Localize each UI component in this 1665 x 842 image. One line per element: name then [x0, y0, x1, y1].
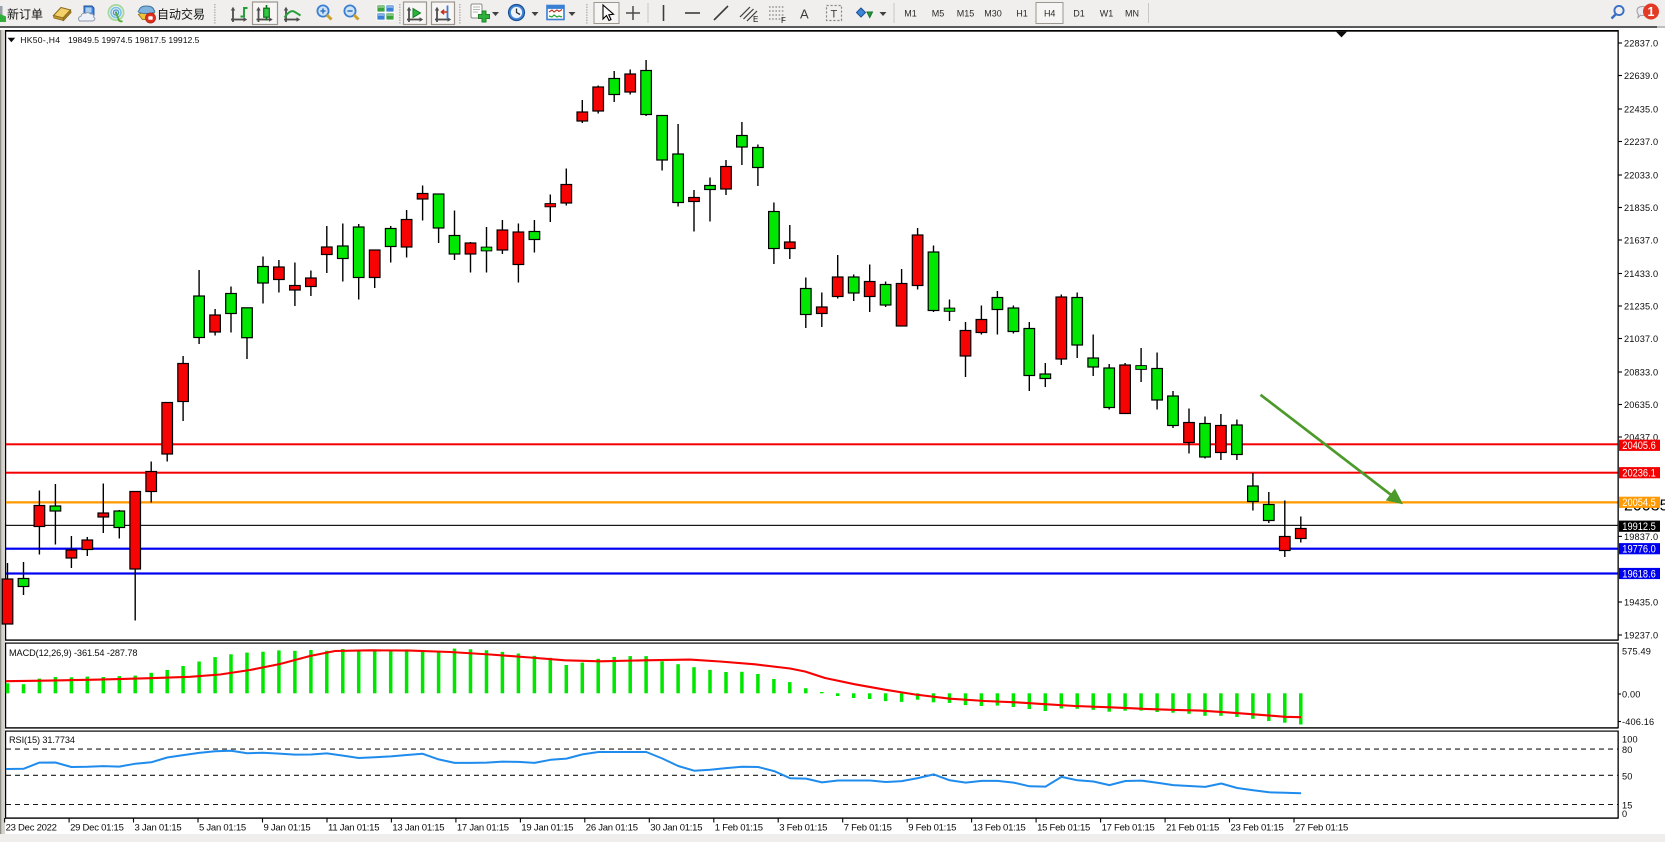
svg-text:23 Dec 2022: 23 Dec 2022 [6, 823, 57, 834]
svg-text:M15: M15 [957, 9, 975, 19]
svg-text:20833.0: 20833.0 [1624, 368, 1658, 378]
svg-text:29 Dec 01:15: 29 Dec 01:15 [70, 823, 124, 834]
svg-text:22639.0: 22639.0 [1624, 71, 1658, 81]
svg-text:1: 1 [1648, 5, 1655, 19]
svg-text:新订单: 新订单 [7, 7, 43, 22]
svg-text:20054.5: 20054.5 [1622, 497, 1656, 509]
svg-text:50: 50 [1622, 772, 1633, 782]
svg-text:13 Jan 01:15: 13 Jan 01:15 [392, 823, 444, 834]
svg-text:19912.5: 19912.5 [1622, 521, 1656, 533]
svg-text:MN: MN [1125, 9, 1139, 19]
svg-text:F: F [781, 16, 786, 25]
svg-text:A: A [800, 7, 809, 22]
svg-text:自动交易: 自动交易 [157, 7, 205, 22]
svg-text:21637.0: 21637.0 [1624, 236, 1658, 246]
svg-text:17 Feb 01:15: 17 Feb 01:15 [1102, 823, 1155, 834]
svg-text:20437.0: 20437.0 [1624, 433, 1658, 443]
svg-text:27 Feb 01:15: 27 Feb 01:15 [1295, 823, 1348, 834]
svg-text:21835.0: 21835.0 [1624, 203, 1658, 213]
svg-text:17 Jan 01:15: 17 Jan 01:15 [457, 823, 509, 834]
svg-text:9 Jan 01:15: 9 Jan 01:15 [264, 823, 311, 834]
svg-text:H4: H4 [1044, 9, 1056, 19]
svg-text:23 Feb 01:15: 23 Feb 01:15 [1231, 823, 1284, 834]
svg-text:M30: M30 [984, 9, 1002, 19]
svg-text:19435.0: 19435.0 [1624, 598, 1658, 608]
svg-text:MACD(12,26,9) -361.54 -287.78: MACD(12,26,9) -361.54 -287.78 [9, 648, 137, 658]
svg-text:3 Jan 01:15: 3 Jan 01:15 [135, 823, 182, 834]
svg-text:9 Feb 01:15: 9 Feb 01:15 [908, 823, 956, 834]
svg-text:21235.0: 21235.0 [1624, 302, 1658, 312]
svg-text:22033.0: 22033.0 [1624, 171, 1658, 181]
svg-text:30 Jan 01:15: 30 Jan 01:15 [650, 823, 702, 834]
svg-text:7 Feb 01:15: 7 Feb 01:15 [844, 823, 892, 834]
svg-text:20405.6: 20405.6 [1622, 440, 1656, 452]
svg-text:20236.1: 20236.1 [1622, 468, 1656, 480]
svg-text:19776.0: 19776.0 [1622, 544, 1656, 556]
svg-text:5 Jan 01:15: 5 Jan 01:15 [199, 823, 246, 834]
svg-text:0.00: 0.00 [1622, 690, 1640, 700]
svg-text:13 Feb 01:15: 13 Feb 01:15 [973, 823, 1026, 834]
svg-text:21 Feb 01:15: 21 Feb 01:15 [1166, 823, 1219, 834]
svg-text:11 Jan 01:15: 11 Jan 01:15 [328, 823, 379, 834]
svg-text:20635.0: 20635.0 [1624, 400, 1658, 410]
svg-text:22237.0: 22237.0 [1624, 137, 1658, 147]
svg-text:19837.0: 19837.0 [1624, 532, 1658, 542]
svg-text:0: 0 [1622, 809, 1627, 819]
svg-text:E: E [753, 15, 758, 24]
svg-text:RSI(15) 31.7734: RSI(15) 31.7734 [9, 735, 75, 745]
svg-text:M1: M1 [904, 9, 917, 19]
svg-text:19237.0: 19237.0 [1624, 631, 1658, 641]
svg-text:H1: H1 [1016, 9, 1028, 19]
svg-text:19849.5 19974.5 19817.5 19912.: 19849.5 19974.5 19817.5 19912.5 [68, 35, 200, 45]
svg-text:19 Jan 01:15: 19 Jan 01:15 [521, 823, 573, 834]
svg-text:15: 15 [1622, 801, 1633, 811]
svg-text:-406.16: -406.16 [1622, 717, 1654, 727]
svg-text:3 Feb 01:15: 3 Feb 01:15 [779, 823, 827, 834]
svg-text:22837.0: 22837.0 [1624, 39, 1658, 49]
svg-text:W1: W1 [1100, 9, 1114, 19]
svg-text:M5: M5 [932, 9, 945, 19]
svg-text:21037.0: 21037.0 [1624, 334, 1658, 344]
svg-text:100: 100 [1622, 735, 1638, 745]
svg-text:1 Feb 01:15: 1 Feb 01:15 [715, 823, 763, 834]
svg-text:22435.0: 22435.0 [1624, 105, 1658, 115]
svg-text:D1: D1 [1073, 9, 1085, 19]
svg-text:21433.0: 21433.0 [1624, 269, 1658, 279]
svg-text:15 Feb 01:15: 15 Feb 01:15 [1037, 823, 1090, 834]
svg-text:80: 80 [1622, 745, 1633, 755]
svg-text:575.49: 575.49 [1622, 647, 1651, 657]
svg-text:T: T [831, 9, 838, 21]
svg-text:26 Jan 01:15: 26 Jan 01:15 [586, 823, 638, 834]
svg-text:HK50-,H4: HK50-,H4 [20, 35, 60, 45]
svg-text:19618.6: 19618.6 [1622, 568, 1656, 580]
